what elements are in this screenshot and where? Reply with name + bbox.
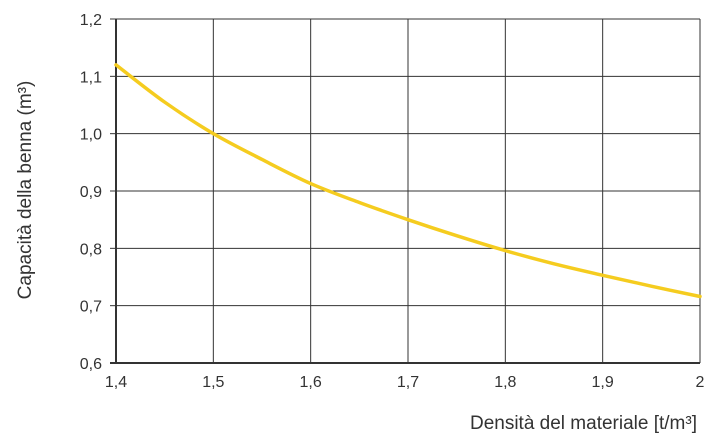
- y-tick-label: 0,8: [80, 241, 102, 258]
- axes: [110, 18, 700, 364]
- x-axis-label: Densità del materiale [t/m³]: [470, 413, 697, 434]
- x-tick-label: 1,8: [494, 374, 516, 391]
- x-tick-label: 1,4: [105, 374, 127, 391]
- series-group: [114, 63, 702, 299]
- y-tick-label: 0,9: [80, 184, 102, 201]
- x-tick-label: 1,6: [300, 374, 322, 391]
- x-tick-labels: 1,4 1,5 1,6 1,7 1,8 1,9 2: [105, 374, 705, 391]
- y-axis-label: Capacità della benna (m³): [15, 81, 36, 300]
- y-tick-labels: 0,6 0,7 0,8 0,9 1,0 1,1 1,2: [80, 12, 102, 373]
- series-line-0: [114, 63, 702, 299]
- y-tick-label: 0,7: [80, 299, 102, 316]
- x-tick-label: 1,5: [202, 374, 224, 391]
- x-tick-label: 1,7: [397, 374, 419, 391]
- grid-lines: [116, 18, 701, 363]
- y-tick-label: 1,1: [80, 69, 102, 86]
- x-tick-label: 1,9: [592, 374, 614, 391]
- y-tick-label: 1,2: [80, 12, 102, 29]
- y-tick-label: 0,6: [80, 356, 102, 373]
- y-tick-label: 1,0: [80, 127, 102, 144]
- x-tick-label: 2: [696, 374, 705, 391]
